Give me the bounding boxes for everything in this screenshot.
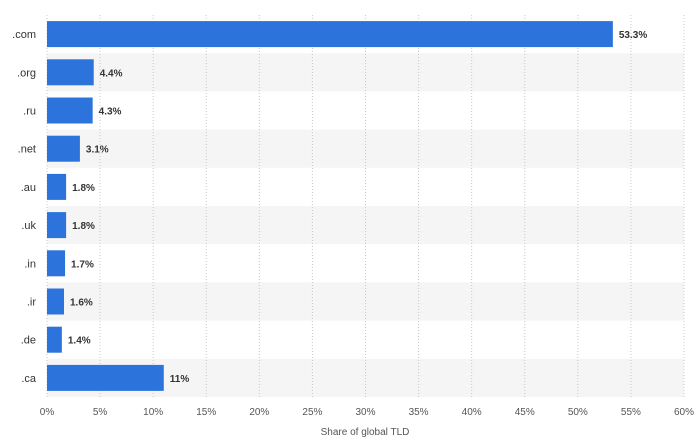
grid-lines	[46, 15, 685, 397]
x-tick-label: 0%	[40, 407, 55, 418]
data-label: 1.8%	[72, 183, 95, 194]
category-label: .net	[18, 144, 36, 156]
bar	[47, 288, 64, 315]
x-axis-title: Share of global TLD	[321, 427, 410, 438]
x-tick-label: 25%	[302, 407, 322, 418]
x-tick-label: 55%	[621, 407, 641, 418]
x-tick-label: 35%	[409, 407, 429, 418]
x-tick-label: 15%	[196, 407, 216, 418]
bar	[47, 173, 67, 200]
category-label: .de	[21, 335, 36, 347]
bar	[47, 250, 66, 277]
category-label: .in	[24, 258, 36, 270]
x-tick-label: 45%	[515, 407, 535, 418]
data-labels: 53.3% 4.4% 4.3% 3.1% 1.8% 1.8% 1.7% 1.6% 1.4% 11%	[68, 30, 647, 385]
category-label: .ru	[23, 106, 36, 118]
x-tick-label: 40%	[462, 407, 482, 418]
bar	[47, 21, 613, 48]
x-tick-label: 30%	[355, 407, 375, 418]
bar	[47, 135, 80, 162]
category-label: .uk	[21, 220, 36, 232]
x-tick-label: 10%	[143, 407, 163, 418]
bar	[47, 326, 62, 353]
data-label: 4.4%	[100, 68, 123, 79]
bar	[47, 59, 94, 86]
data-label: 11%	[170, 374, 190, 385]
x-tick-labels: 0% 5% 10% 15% 20% 25% 30% 35% 40% 45% 50% 55% 60%	[40, 407, 694, 418]
data-label: 1.7%	[71, 259, 94, 270]
category-label: .com	[12, 29, 36, 41]
bar	[47, 212, 67, 239]
x-tick-label: 60%	[674, 407, 694, 418]
category-label: .au	[21, 182, 36, 194]
x-tick-label: 50%	[568, 407, 588, 418]
data-label: 3.1%	[86, 145, 109, 156]
x-tick-label: 20%	[249, 407, 269, 418]
bar	[47, 364, 164, 391]
data-label: 1.4%	[68, 336, 91, 347]
data-label: 4.3%	[99, 107, 122, 118]
bar	[47, 97, 93, 124]
data-label: 53.3%	[619, 30, 647, 41]
data-label: 1.6%	[70, 298, 93, 309]
x-tick-label: 5%	[93, 407, 108, 418]
category-label: .ca	[21, 373, 37, 385]
data-label: 1.8%	[72, 221, 95, 232]
category-labels: .com .org .ru .net .au .uk .in .ir .de .ca	[12, 29, 37, 385]
category-label: .org	[17, 67, 36, 79]
category-label: .ir	[27, 297, 37, 309]
bars	[47, 21, 613, 391]
